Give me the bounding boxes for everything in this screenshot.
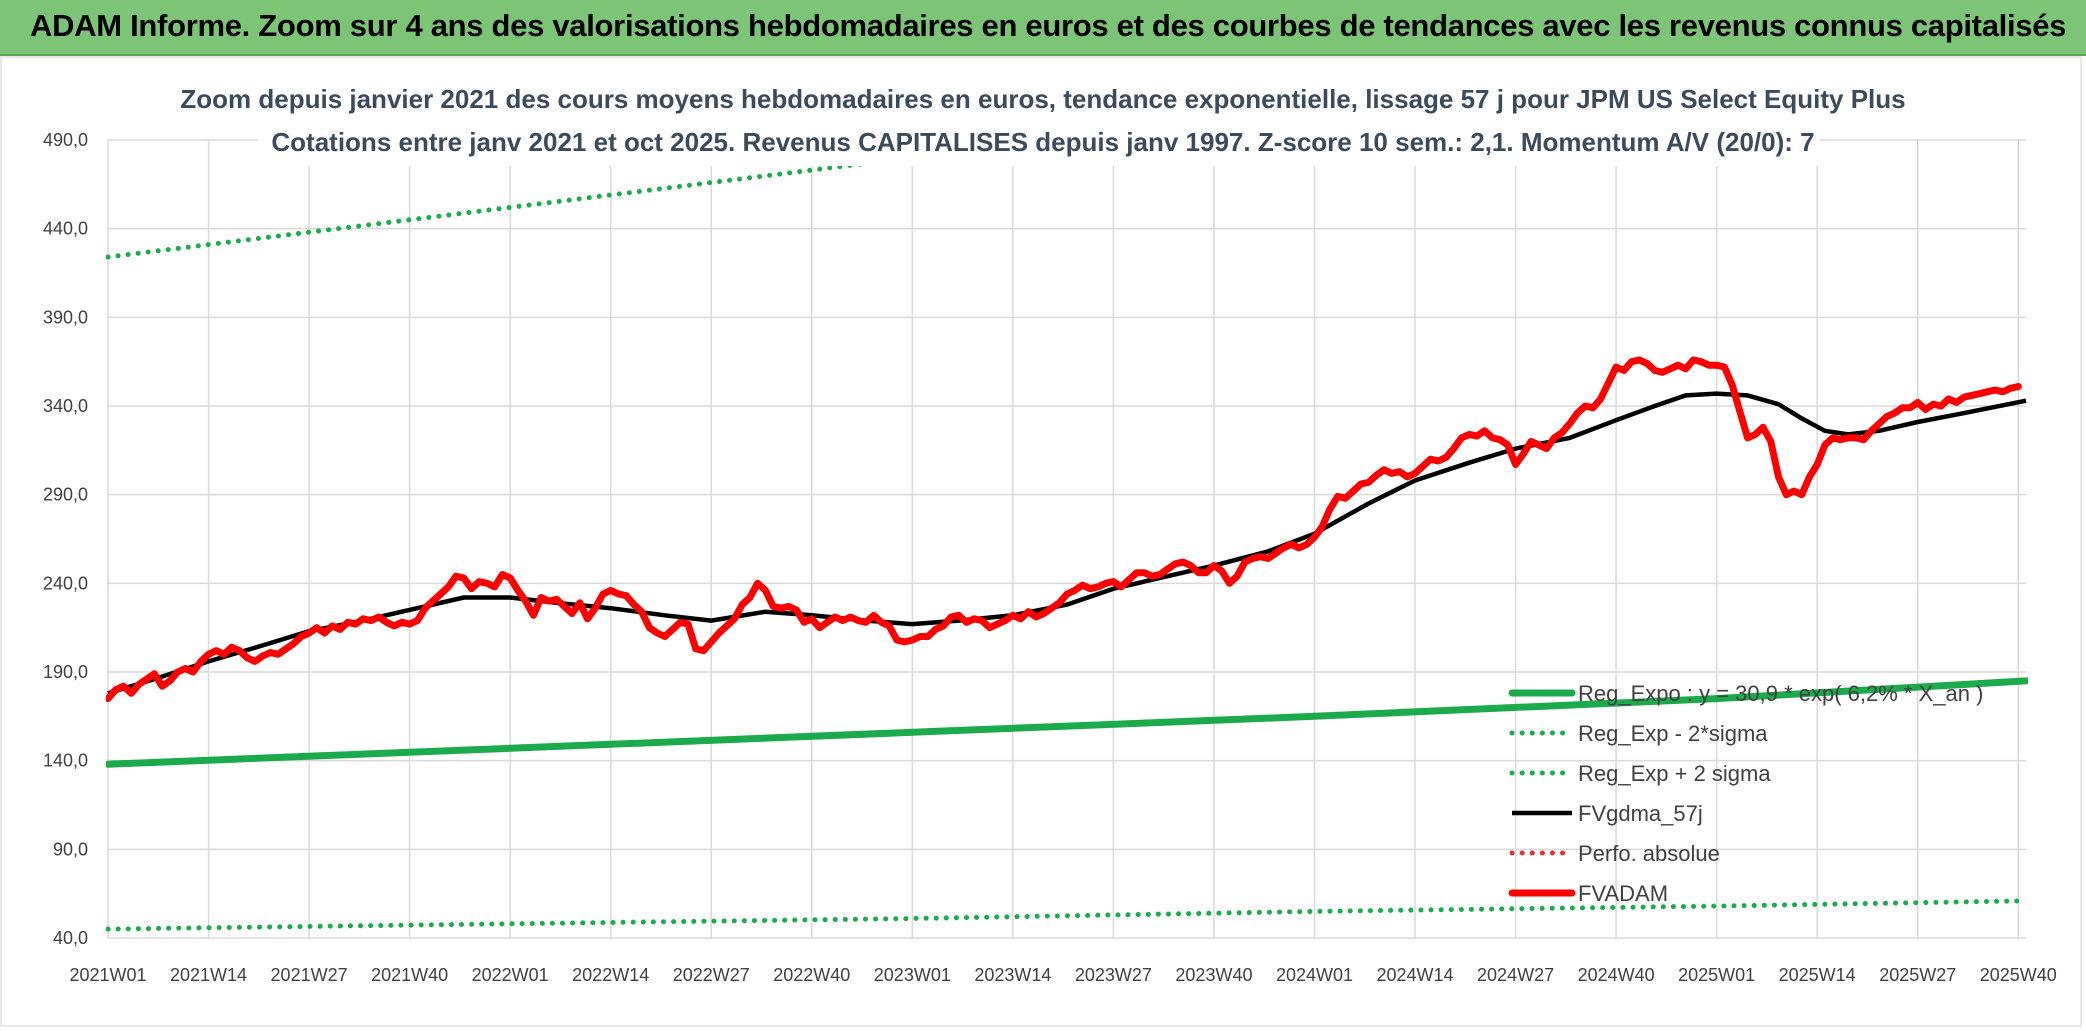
chart-frame [0,56,2082,1027]
legend: Reg_Expo : y = 30,9 * exp( 6,2% * X_an )… [1508,681,1983,906]
legend-label: Reg_Exp + 2 sigma [1578,761,1771,786]
report-title: ADAM Informe. Zoom sur 4 ans des valoris… [30,8,2067,43]
legend-label: Reg_Exp - 2*sigma [1578,721,1768,746]
chart-title-line-1: Zoom depuis janvier 2021 des cours moyen… [180,84,1906,114]
x-tick-label: 2025W40 [1980,965,2057,985]
x-tick-label: 2021W27 [271,965,348,985]
x-tick-label: 2021W40 [371,965,448,985]
x-tick-label: 2024W14 [1376,965,1453,985]
y-axis-ticks: 490,0 440,0 390,0 340,0 290,0 240,0 190,0 140,0… [43,130,88,948]
x-axis-ticks: 2021W01 2021W14 2021W27 2021W40 2022W01 2022W… [69,965,2056,985]
y-tick-label: 190,0 [43,662,88,682]
x-tick-label: 2023W27 [1075,965,1152,985]
y-tick-label: 140,0 [43,751,88,771]
legend-label: Perfo. absolue [1578,841,1720,866]
x-tick-label: 2023W01 [874,965,951,985]
x-tick-label: 2022W14 [572,965,649,985]
x-tick-label: 2022W01 [472,965,549,985]
x-tick-label: 2024W40 [1578,965,1655,985]
x-tick-label: 2022W27 [673,965,750,985]
legend-label: FVADAM [1578,881,1668,906]
x-tick-label: 2024W27 [1477,965,1554,985]
y-tick-label: 440,0 [43,219,88,239]
y-tick-label: 40,0 [53,928,88,948]
x-tick-label: 2025W01 [1678,965,1755,985]
x-tick-label: 2025W27 [1879,965,1956,985]
y-tick-label: 90,0 [53,839,88,859]
x-tick-label: 2023W14 [974,965,1051,985]
gridlines [107,139,2026,939]
x-tick-label: 2021W01 [69,965,146,985]
series-reg-exp [106,898,2028,932]
y-tick-label: 490,0 [43,130,88,150]
x-tick-label: 2022W40 [773,965,850,985]
chart-title-line-2: Cotations entre janv 2021 et oct 2025. R… [271,127,1815,157]
y-tick-label: 290,0 [43,485,88,505]
legend-label: FVgdma_57j [1578,801,1703,826]
legend-label: Reg_Expo : y = 30,9 * exp( 6,2% * X_an ) [1578,681,1983,706]
x-tick-label: 2021W14 [170,965,247,985]
x-tick-label: 2023W40 [1175,965,1252,985]
x-tick-label: 2024W01 [1276,965,1353,985]
series-fvgdma-57j [107,391,2027,696]
series-lines [106,110,2028,932]
series-reg-expo [106,677,2028,768]
report-banner: ADAM Informe. Zoom sur 4 ans des valoris… [0,0,2086,56]
y-tick-label: 390,0 [43,307,88,327]
y-tick-label: 340,0 [43,396,88,416]
x-tick-label: 2025W14 [1779,965,1856,985]
y-tick-label: 240,0 [43,573,88,593]
series-fvadam [106,356,2022,703]
